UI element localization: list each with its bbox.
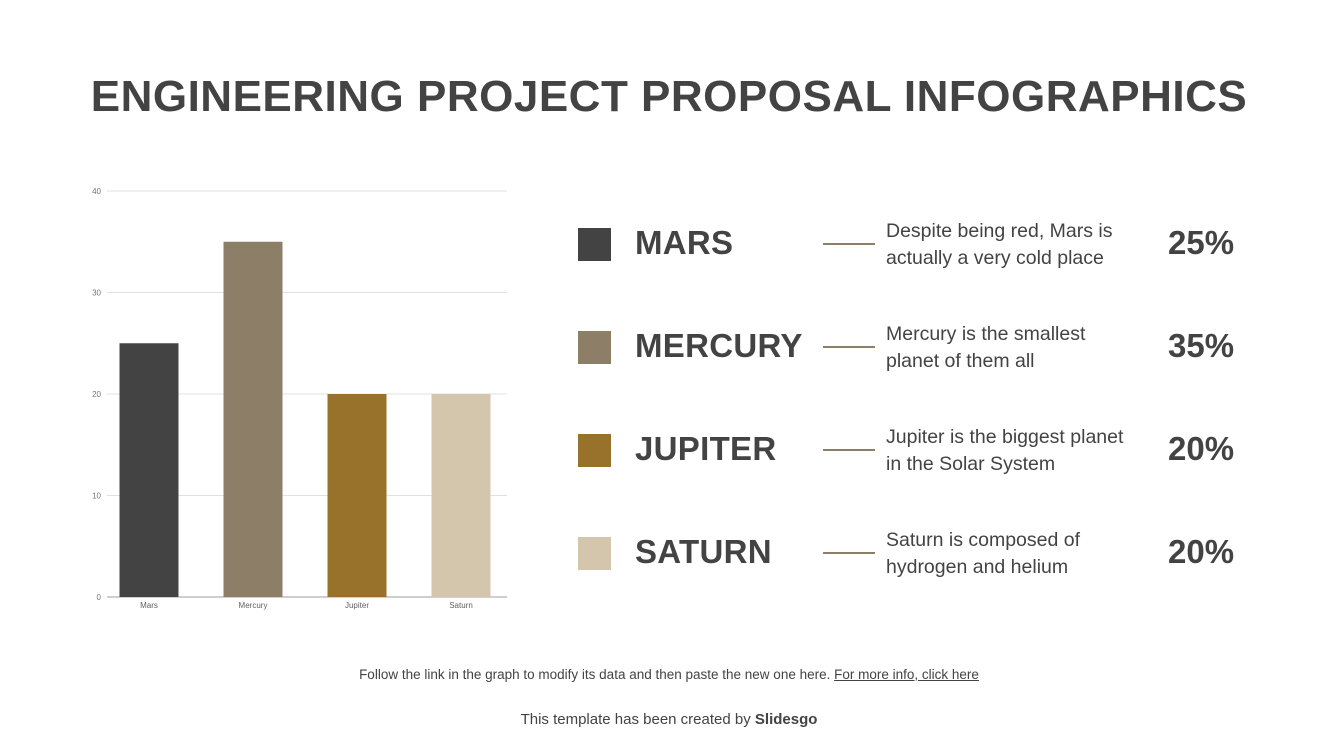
- legend-item-mercury: MERCURY Mercury is the smallest planet o…: [578, 317, 1258, 377]
- legend-desc-line2-jupiter: in the Solar System: [886, 453, 1056, 475]
- legend-connector-saturn: [823, 552, 875, 554]
- x-tick-label-saturn: Saturn: [449, 601, 473, 610]
- legend-item-jupiter: JUPITER Jupiter is the biggest planet in…: [578, 420, 1258, 480]
- legend-item-mars: MARS Despite being red, Mars is actually…: [578, 214, 1258, 274]
- bar-saturn[interactable]: [431, 394, 491, 597]
- legend-percent-mercury: 35%: [1168, 327, 1235, 364]
- legend-connector-jupiter: [823, 449, 875, 451]
- legend-swatch-mercury: [578, 331, 611, 364]
- footnote: Follow the link in the graph to modify i…: [0, 667, 1338, 682]
- legend-desc-mars: Despite being red, Mars is actually a ve…: [886, 218, 1156, 272]
- legend-desc-line2-saturn: hydrogen and helium: [886, 556, 1069, 578]
- legend-name-mars: MARS: [635, 224, 734, 261]
- legend-swatch-saturn: [578, 537, 611, 570]
- credit-prefix: This template has been created by: [520, 711, 751, 728]
- credit-brand[interactable]: Slidesgo: [754, 711, 818, 728]
- y-tick-label: 0: [97, 593, 102, 602]
- legend-desc-saturn: Saturn is composed of hydrogen and heliu…: [886, 527, 1156, 581]
- legend-item-saturn: SATURN Saturn is composed of hydrogen an…: [578, 523, 1258, 583]
- legend-percent-mars: 25%: [1168, 224, 1235, 261]
- legend-desc-line2-mercury: planet of them all: [886, 350, 1035, 372]
- x-tick-label-mercury: Mercury: [239, 601, 268, 610]
- bar-chart[interactable]: 0 10 20 30 40 Mars Mercury Jupiter Saturn: [80, 180, 520, 620]
- legend-name-mercury: MERCURY: [635, 327, 803, 364]
- y-tick-label: 40: [92, 187, 101, 196]
- legend-percent-saturn: 20%: [1168, 533, 1235, 570]
- legend-name-saturn: SATURN: [635, 533, 772, 570]
- legend-desc-jupiter: Jupiter is the biggest planet in the Sol…: [886, 424, 1156, 478]
- legend-desc-mercury: Mercury is the smallest planet of them a…: [886, 321, 1156, 375]
- legend-percent-jupiter: 20%: [1168, 430, 1235, 467]
- more-info-link[interactable]: For more info, click here: [834, 667, 979, 682]
- legend-desc-line1-mercury: Mercury is the smallest: [886, 323, 1086, 345]
- y-tick-label: 20: [92, 390, 101, 399]
- x-tick-label-jupiter: Jupiter: [345, 601, 369, 610]
- legend-desc-line1-saturn: Saturn is composed of: [886, 529, 1081, 551]
- legend-name-jupiter: JUPITER: [635, 430, 777, 467]
- footnote-text: Follow the link in the graph to modify i…: [359, 667, 831, 682]
- x-tick-label-mars: Mars: [140, 601, 158, 610]
- bar-jupiter[interactable]: [327, 394, 387, 597]
- y-tick-label: 30: [92, 289, 101, 298]
- legend-connector-mars: [823, 243, 875, 245]
- y-tick-label: 10: [92, 492, 101, 501]
- bar-mars[interactable]: [119, 343, 179, 597]
- legend-swatch-mars: [578, 228, 611, 261]
- bar-mercury[interactable]: [223, 241, 283, 597]
- legend-swatch-jupiter: [578, 434, 611, 467]
- legend-desc-line2-mars: actually a very cold place: [886, 247, 1104, 269]
- legend-connector-mercury: [823, 346, 875, 348]
- legend-desc-line1-mars: Despite being red, Mars is: [886, 220, 1113, 242]
- credit: This template has been created by Slides…: [0, 711, 1338, 728]
- page-title: ENGINEERING PROJECT PROPOSAL INFOGRAPHIC…: [90, 72, 1248, 121]
- legend-desc-line1-jupiter: Jupiter is the biggest planet: [886, 426, 1124, 448]
